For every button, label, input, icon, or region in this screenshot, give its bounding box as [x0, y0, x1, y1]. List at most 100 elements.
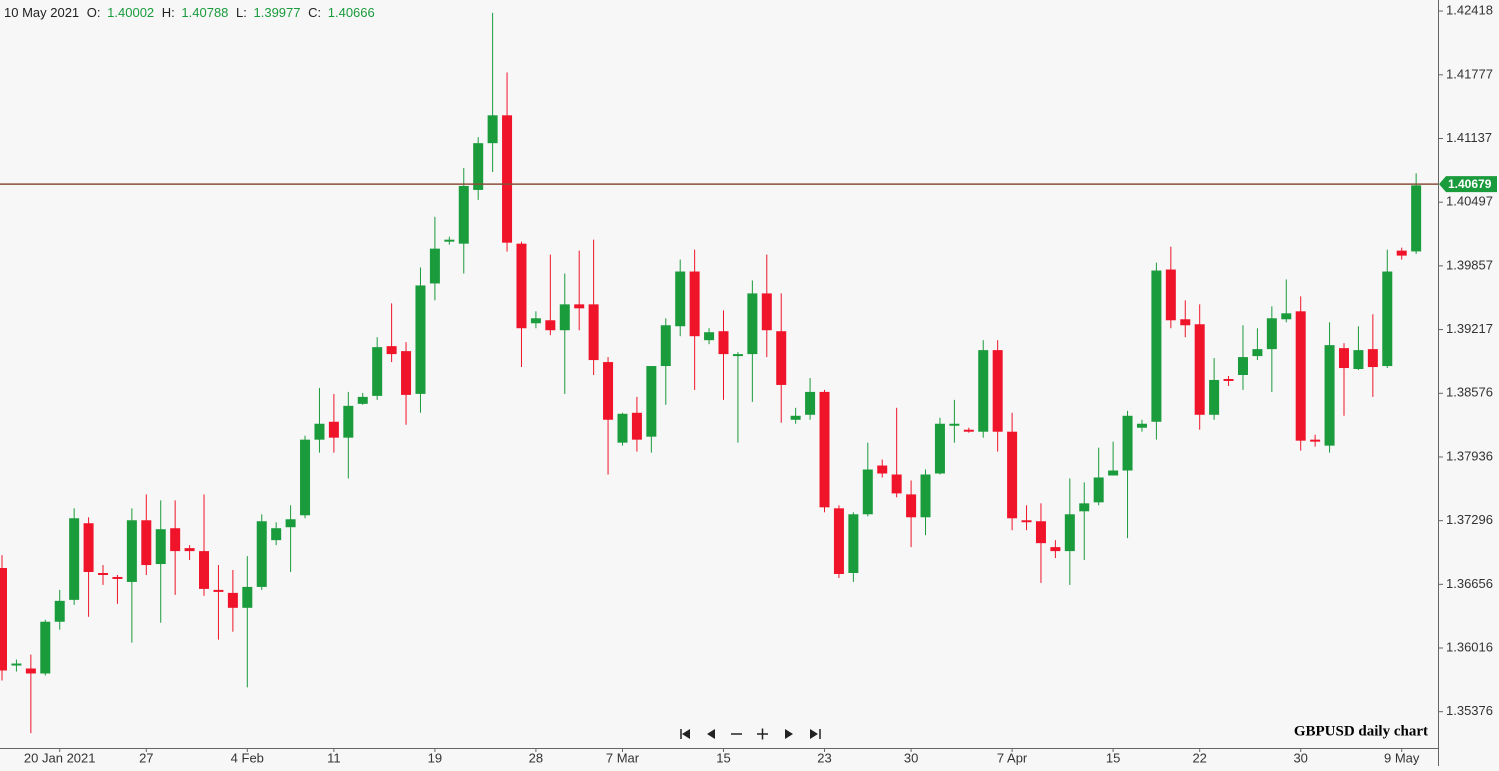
candle-body [790, 415, 801, 420]
candle-body [516, 243, 527, 329]
candle-body [934, 423, 945, 474]
candle-body [458, 185, 469, 244]
nav-forward[interactable] [778, 726, 800, 742]
candle-body [848, 514, 859, 573]
nav-last[interactable] [804, 726, 828, 742]
candle-body [1338, 348, 1349, 369]
plot-area [0, 0, 1438, 748]
nav-back[interactable] [700, 726, 722, 742]
candle-body [69, 518, 80, 600]
candle-body [487, 115, 498, 144]
last-price-label: 1.40679 [1448, 177, 1492, 191]
candle-body [1382, 271, 1393, 367]
candle-body [559, 304, 570, 331]
candle-body [805, 391, 816, 415]
x-tick-label: 7 Apr [997, 750, 1028, 765]
candle-body [184, 548, 195, 552]
candle-body [415, 285, 426, 394]
y-tick-label: 1.36656 [1446, 576, 1493, 591]
candle-body [833, 508, 844, 574]
candle-body [1237, 357, 1248, 375]
y-tick-label: 1.36016 [1446, 639, 1493, 654]
candle-body [747, 293, 758, 355]
candle-body [11, 663, 22, 666]
ohlc-label: O: [87, 5, 101, 20]
candle-body [617, 413, 628, 443]
candle-body [112, 576, 123, 579]
candle-body [386, 346, 397, 355]
candle-body [574, 304, 585, 309]
y-tick-label: 1.39217 [1446, 321, 1493, 336]
candle-body [603, 362, 614, 420]
candle-body [631, 412, 642, 440]
candle-body [83, 523, 94, 572]
candle-body [271, 528, 282, 541]
candle-body [256, 521, 267, 587]
candle-body [429, 248, 440, 284]
candle-body [862, 469, 873, 515]
nav-first[interactable] [672, 726, 696, 742]
x-tick-label: 23 [817, 750, 831, 765]
candle-body [199, 551, 210, 589]
x-tick-label: 28 [529, 750, 543, 765]
candle-body [1252, 349, 1263, 357]
x-tick-label: 22 [1192, 750, 1206, 765]
y-tick-label: 1.39857 [1446, 257, 1493, 272]
y-tick-label: 1.38576 [1446, 385, 1493, 400]
candle-body [40, 621, 51, 674]
candle-body [1266, 318, 1277, 350]
candle-body [1324, 345, 1335, 446]
candle-body [1310, 439, 1321, 442]
candle-body [1396, 250, 1407, 256]
candle-body [978, 350, 989, 432]
candle-body [1295, 311, 1306, 441]
ohlc-value: 1.40788 [181, 5, 228, 20]
y-tick-label: 1.41777 [1446, 66, 1493, 81]
candle-body [1050, 547, 1061, 552]
candle-body [372, 347, 383, 396]
nav-zoom-out[interactable] [726, 726, 748, 742]
candle-body [1223, 378, 1234, 381]
candle-body [949, 423, 960, 426]
ohlc-value: 1.40666 [328, 5, 375, 20]
candle-body [25, 668, 36, 674]
x-tick-label: 9 May [1384, 750, 1420, 765]
x-tick-label: 30 [904, 750, 918, 765]
candle-body [155, 529, 166, 565]
candle-body [1151, 270, 1162, 422]
y-tick-label: 1.41137 [1446, 130, 1492, 145]
candle-body [1367, 349, 1378, 368]
x-tick-label: 27 [139, 750, 153, 765]
candle-body [285, 519, 296, 528]
candle-body [1353, 350, 1364, 370]
candle-body [502, 115, 513, 243]
ohlc-header: 10 May 2021 O: 1.40002 H: 1.40788 L: 1.3… [4, 5, 375, 20]
candle-body [0, 568, 7, 671]
candle-body [761, 293, 772, 331]
candle-body [328, 421, 339, 438]
candle-body [877, 465, 888, 474]
x-tick-label: 7 Mar [606, 750, 640, 765]
candle-body [675, 271, 686, 327]
candle-body [1108, 470, 1119, 476]
candle-body [227, 592, 238, 608]
nav-zoom-in[interactable] [752, 726, 774, 742]
candle-body [704, 332, 715, 341]
candle-body [963, 429, 974, 432]
candle-body [1079, 503, 1090, 512]
candle-body [213, 589, 224, 592]
candle-body [588, 304, 599, 361]
x-tick-label: 4 Feb [231, 750, 264, 765]
x-tick-label: 15 [716, 750, 730, 765]
ohlc-label: C: [308, 5, 321, 20]
candle-body [1136, 423, 1147, 428]
y-tick-label: 1.42418 [1446, 2, 1493, 17]
candle-body [357, 396, 368, 404]
candle-body [732, 354, 743, 357]
y-tick-label: 1.40497 [1446, 194, 1493, 209]
candle-body [819, 391, 830, 508]
candle-body [141, 520, 152, 566]
candle-body [1281, 313, 1292, 320]
